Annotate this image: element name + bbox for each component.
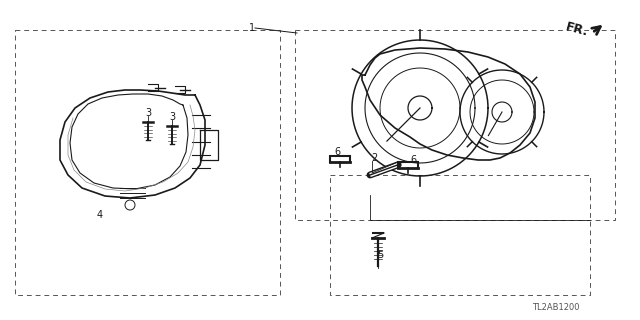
- Text: FR.: FR.: [564, 21, 590, 39]
- Text: 1: 1: [249, 23, 255, 33]
- Text: 3: 3: [145, 108, 151, 118]
- Text: 6: 6: [334, 147, 340, 157]
- Text: 6: 6: [410, 155, 416, 165]
- Text: 2: 2: [371, 153, 377, 163]
- Text: TL2AB1200: TL2AB1200: [532, 303, 580, 313]
- Text: 5: 5: [377, 250, 383, 260]
- Text: 3: 3: [169, 112, 175, 122]
- Text: 4: 4: [97, 210, 103, 220]
